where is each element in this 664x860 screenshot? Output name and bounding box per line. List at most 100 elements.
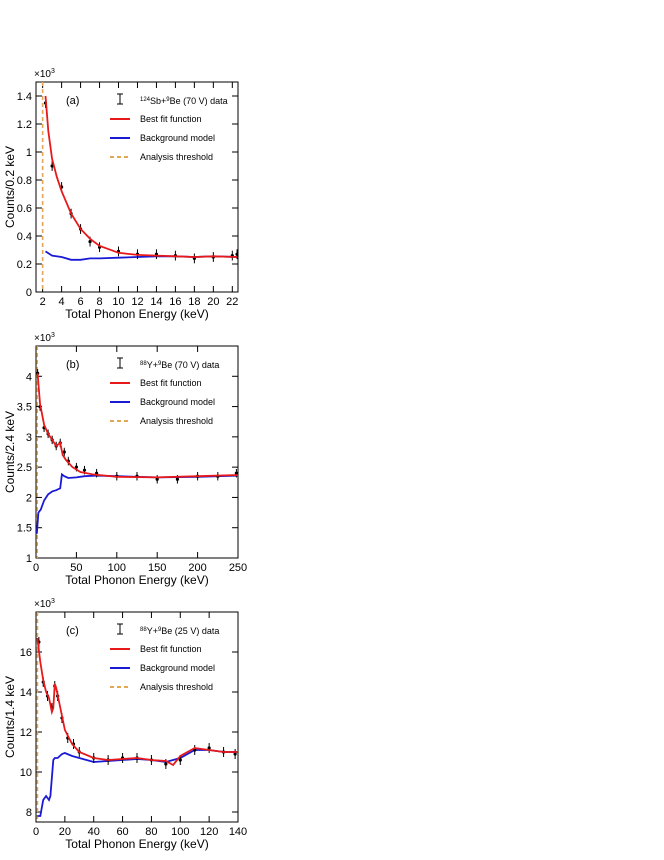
x-tick-label: 10 — [112, 296, 124, 308]
plot-frame — [35, 611, 239, 823]
background-model-line — [37, 749, 238, 817]
y-exponent-label: ×103 — [34, 332, 55, 344]
x-tick-label: 18 — [188, 296, 200, 308]
x-tick-label: 0 — [33, 562, 39, 574]
plot-frame — [35, 81, 239, 293]
data-point — [178, 758, 182, 762]
legend-background-label: Background model — [140, 663, 215, 673]
data-point — [207, 746, 211, 750]
legend: 124Sb+9Be (70 V) data Best fit function Ba… — [110, 93, 228, 162]
x-tick-label: 0 — [33, 826, 39, 838]
best-fit-line — [36, 637, 238, 767]
data-point — [175, 477, 179, 481]
legend-threshold-label: Analysis threshold — [140, 152, 213, 162]
y-tick-label: 1.5 — [17, 523, 32, 535]
y-tick-label: 0.6 — [17, 203, 32, 215]
x-axis-label: Total Phonon Energy (keV) — [65, 573, 208, 587]
legend-fit-label: Best fit function — [140, 378, 202, 388]
panel-label: (a) — [66, 95, 79, 107]
x-tick-label: 120 — [200, 826, 218, 838]
y-axis-label: Counts/2.4 keV — [3, 411, 17, 493]
x-tick-label: 40 — [88, 826, 100, 838]
exponent-power: 3 — [51, 332, 55, 339]
x-tick-label: 12 — [131, 296, 143, 308]
legend-background-label: Background model — [140, 133, 215, 143]
data-point — [88, 240, 92, 244]
y-tick-label: 14 — [20, 687, 32, 699]
panel-label: (b) — [66, 359, 79, 371]
legend-threshold-label: Analysis threshold — [140, 416, 213, 426]
chart-panel-1: 2 4 6 8 10 12 14 16 18 20 22 0 0.2 0.4 0.6 0.8 1 1.2 1.4×1… — [3, 68, 239, 321]
y-tick-label: 1 — [26, 553, 32, 565]
plot-area — [36, 612, 238, 822]
x-tick-label: 4 — [59, 296, 65, 308]
y-tick-label: 2 — [26, 492, 32, 504]
data-point — [74, 465, 78, 469]
panel-label: (c) — [66, 625, 79, 637]
x-tick-label: 20 — [59, 826, 71, 838]
y-tick-label: 12 — [20, 727, 32, 739]
legend-background-label: Background model — [140, 397, 215, 407]
legend-fit-label: Best fit function — [140, 644, 202, 654]
y-tick-label: 0 — [26, 287, 32, 299]
x-axis-label: Total Phonon Energy (keV) — [65, 307, 208, 321]
data-point — [82, 468, 87, 472]
exponent-base: ×10 — [34, 333, 51, 344]
y-axis-label: Counts/1.4 keV — [3, 676, 17, 758]
y-tick-label: 16 — [20, 647, 32, 659]
y-tick-label: 8 — [26, 807, 32, 819]
x-tick-label: 250 — [229, 562, 247, 574]
data-point — [234, 471, 238, 475]
x-tick-label: 2 — [40, 296, 46, 308]
legend-data-label: 124Sb+9Be (70 V) data — [140, 96, 228, 106]
y-tick-label: 2.5 — [17, 462, 32, 474]
data-point — [164, 762, 168, 766]
y-tick-label: 1.2 — [17, 119, 32, 131]
x-tick-label: 80 — [145, 826, 157, 838]
y-tick-label: 0.2 — [17, 259, 32, 271]
y-tick-label: 0.4 — [17, 231, 32, 243]
exponent-power: 3 — [51, 598, 55, 605]
data-point — [233, 752, 237, 756]
exponent-base: ×10 — [34, 599, 51, 610]
y-tick-label: 0.8 — [17, 175, 32, 187]
y-exponent-label: ×103 — [34, 598, 55, 610]
x-tick-label: 50 — [70, 562, 82, 574]
y-exponent-label: ×103 — [34, 68, 55, 80]
y-tick-label: 3 — [26, 432, 32, 444]
chart-panel-3: 0 20 40 60 80 100 120 140 8 10 12 14 16 ×103 Total Pho… — [3, 598, 247, 851]
x-tick-label: 14 — [150, 296, 162, 308]
y-tick-label: 10 — [20, 767, 32, 779]
x-tick-label: 140 — [229, 826, 247, 838]
data-point — [155, 477, 159, 481]
legend-fit-label: Best fit function — [140, 114, 202, 124]
plot-area — [41, 82, 238, 292]
y-tick-label: 3.5 — [17, 402, 32, 414]
x-tick-label: 22 — [226, 296, 238, 308]
y-tick-label: 1 — [26, 147, 32, 159]
legend-data-label: 88Y+9Be (25 V) data — [140, 626, 219, 636]
x-tick-label: 20 — [207, 296, 219, 308]
legend-data-label: 88Y+9Be (70 V) data — [140, 360, 219, 370]
background-model-line — [36, 472, 238, 534]
legend: 88Y+9Be (70 V) data Best fit function Back… — [110, 357, 219, 426]
x-tick-label: 100 — [171, 826, 189, 838]
exponent-base: ×10 — [34, 69, 51, 80]
x-tick-label: 6 — [78, 296, 84, 308]
x-tick-label: 150 — [148, 562, 166, 574]
y-axis-label: Counts/0.2 keV — [3, 146, 17, 228]
plot-frame — [35, 345, 239, 559]
data-point — [235, 252, 238, 256]
x-tick-label: 8 — [96, 296, 102, 308]
legend: 88Y+9Be (25 V) data Best fit function Back… — [110, 623, 219, 692]
legend-threshold-label: Analysis threshold — [140, 682, 213, 692]
x-tick-label: 100 — [108, 562, 126, 574]
data-point — [62, 450, 66, 454]
x-tick-label: 60 — [116, 826, 128, 838]
x-axis-label: Total Phonon Energy (keV) — [65, 837, 208, 851]
y-tick-label: 4 — [26, 371, 32, 383]
exponent-power: 3 — [51, 68, 55, 75]
best-fit-line — [36, 373, 238, 479]
